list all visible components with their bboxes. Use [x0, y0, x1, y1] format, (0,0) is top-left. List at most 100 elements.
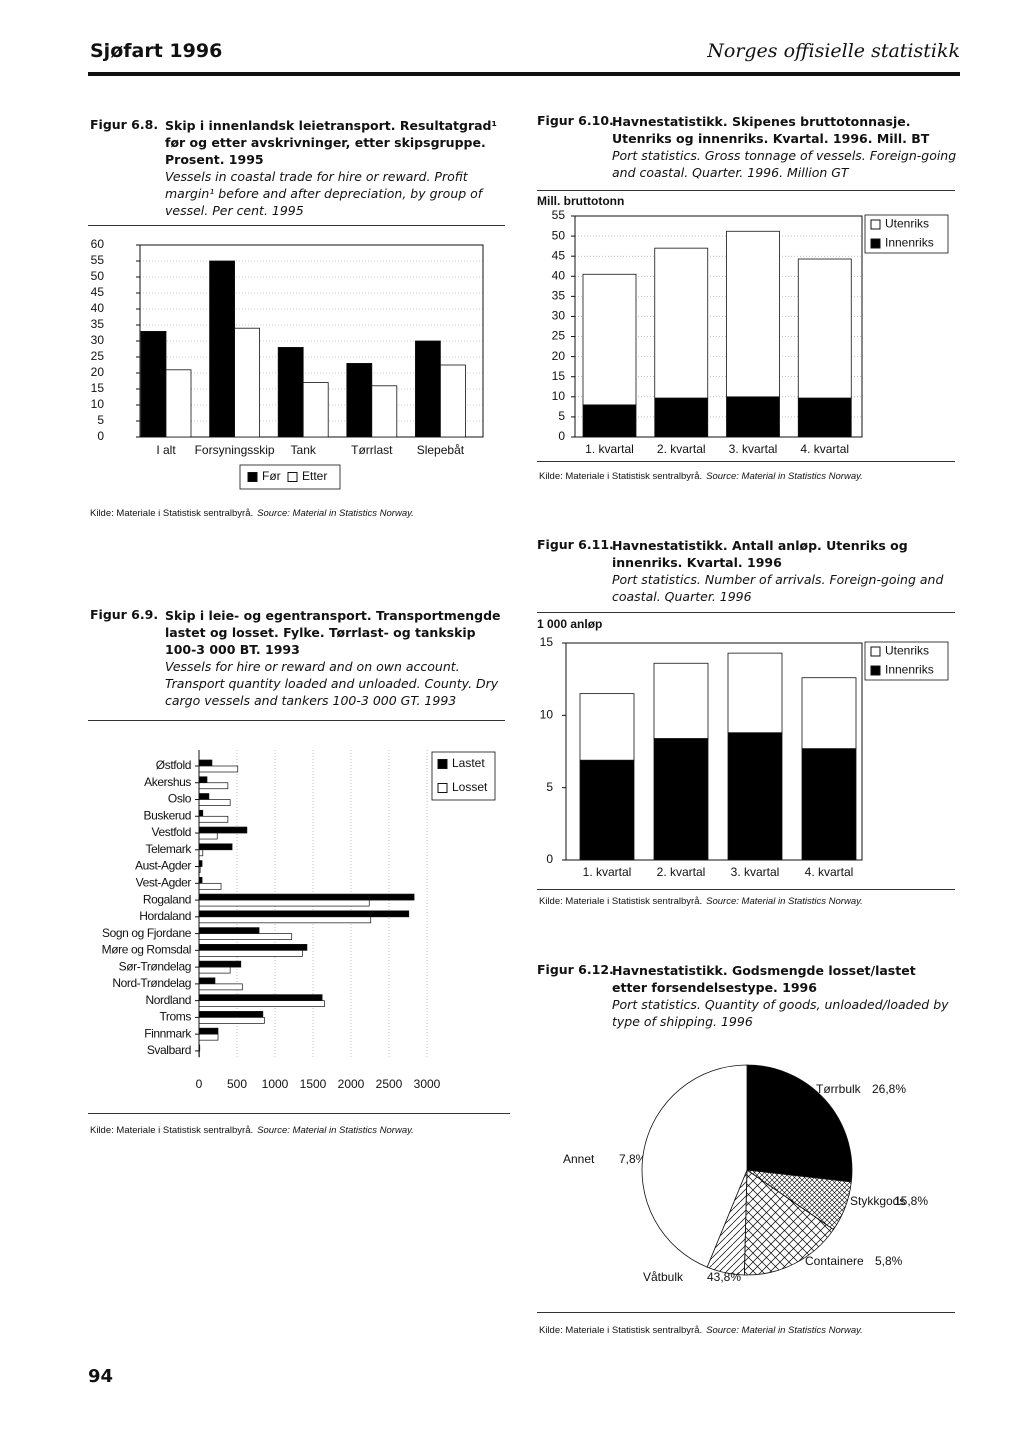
- legend-label: Utenriks: [885, 644, 929, 658]
- bar: [198, 759, 213, 767]
- figure-number: Figur 6.10.: [537, 113, 614, 128]
- slice-value: 5,8%: [875, 1254, 903, 1268]
- bar: [198, 977, 216, 985]
- bar-segment: [727, 732, 783, 861]
- bar: [198, 994, 323, 1001]
- header-rule: [88, 72, 960, 76]
- bar: [198, 843, 233, 851]
- legend-label: Innenriks: [885, 663, 934, 677]
- bar: [198, 815, 229, 823]
- figure-title: Skip i innenlandsk leietransport. Result…: [165, 118, 497, 167]
- figure-subtitle: Port statistics. Gross tonnage of vessel…: [612, 148, 957, 180]
- bar: [198, 966, 231, 974]
- x-tick-label: 2500: [376, 1077, 403, 1091]
- y-tick-label: Svalbard: [147, 1043, 191, 1057]
- bar: [198, 927, 260, 934]
- y-tick-label: 15: [540, 635, 554, 649]
- pie-slice: [746, 1064, 853, 1183]
- y-tick-label: 40: [552, 268, 566, 282]
- bar-segment: [654, 247, 709, 399]
- bar: [302, 382, 329, 438]
- y-tick-label: Akershus: [144, 775, 191, 789]
- figure-number: Figur 6.9.: [90, 607, 159, 622]
- x-tick-label: Forsyningsskip: [195, 443, 275, 457]
- chart: 0 5 10 15 20 25 30 35 40 45 50 55 60 I alt Forsyningss…: [91, 237, 484, 490]
- rule: [88, 1113, 510, 1114]
- bar-segment: [653, 738, 709, 861]
- legend-swatch: [870, 219, 881, 230]
- x-tick-label: 500: [227, 1077, 247, 1091]
- y-tick-label: 15: [552, 369, 566, 383]
- y-tick-label: Sør-Trøndelag: [119, 959, 191, 973]
- bar: [371, 385, 398, 438]
- y-axis-label: Mill. bruttotonn: [537, 194, 624, 208]
- y-tick-label: Hordaland: [139, 909, 191, 923]
- source: Kilde: Materiale i Statistisk sentralbyr…: [539, 1325, 863, 1336]
- y-tick-label: 55: [91, 253, 105, 267]
- bar-segment: [582, 273, 637, 406]
- x-tick-label: 3. kvartal: [731, 865, 780, 879]
- figure-title: Skip i leie- og egentransport. Transport…: [165, 608, 501, 657]
- bar: [198, 809, 204, 817]
- figure-number: Figur 6.12.: [537, 962, 614, 977]
- slice-value: 43,8%: [707, 1270, 741, 1284]
- legend-label: Lastet: [452, 756, 485, 770]
- y-tick-label: Aust-Agder: [135, 859, 191, 873]
- figure-title: Havnestatistikk. Skipenes bruttotonnasje…: [612, 114, 930, 146]
- x-tick-label: 2. kvartal: [657, 865, 706, 879]
- bar: [198, 1027, 219, 1035]
- source-text: Kilde: Materiale i Statistisk sentralbyr…: [90, 1125, 254, 1136]
- slice-value: 7,8%: [619, 1152, 647, 1166]
- x-tick-label: 0: [196, 1077, 203, 1091]
- y-tick-label: Finnmark: [144, 1026, 192, 1040]
- bar: [198, 1011, 264, 1018]
- bar: [198, 899, 370, 907]
- legend-swatch: [437, 783, 448, 793]
- y-tick-label: 0: [558, 429, 565, 443]
- slice-label: Stykkgods: [850, 1194, 905, 1208]
- rule: [537, 1312, 955, 1313]
- bar: [414, 340, 441, 438]
- y-tick-label: 15: [91, 381, 105, 395]
- x-tick-label: 3000: [414, 1077, 441, 1091]
- x-tick-label: 1500: [300, 1077, 327, 1091]
- rule: [88, 225, 505, 226]
- source-text: Kilde: Materiale i Statistisk sentralbyr…: [90, 508, 254, 519]
- header-right: Norges offisielle statistikk: [707, 40, 960, 62]
- source: Kilde: Materiale i Statistisk sentralbyr…: [90, 508, 414, 519]
- y-axis-label: 1 000 anløp: [537, 617, 602, 631]
- bar-segment: [801, 677, 857, 750]
- source-text: Kilde: Materiale i Statistisk sentralbyr…: [539, 896, 703, 907]
- legend-label: Før: [262, 469, 281, 483]
- source-text: Kilde: Materiale i Statistisk sentralbyr…: [539, 1325, 703, 1336]
- bar: [165, 369, 192, 438]
- y-tick-label: 10: [91, 397, 105, 411]
- legend-label: Losset: [452, 780, 488, 794]
- x-tick-label: Slepebåt: [417, 443, 465, 457]
- plot-frame: [565, 642, 863, 861]
- bar-segment: [801, 748, 857, 861]
- source-text: Kilde: Materiale i Statistisk sentralbyr…: [539, 471, 703, 482]
- y-tick-label: 30: [552, 309, 566, 323]
- source-text-en: Source: Material in Statistics Norway.: [257, 508, 414, 519]
- bar: [198, 960, 242, 968]
- x-tick-label: 4. kvartal: [800, 442, 849, 456]
- y-tick-label: 0: [546, 852, 553, 866]
- source: Kilde: Materiale i Statistisk sentralbyr…: [90, 1125, 414, 1136]
- bar-segment: [653, 662, 709, 739]
- source-text-en: Source: Material in Statistics Norway.: [257, 1125, 414, 1136]
- rule: [537, 889, 955, 890]
- x-tick-label: 2. kvartal: [657, 442, 706, 456]
- x-tick-label: Tørrlast: [351, 443, 393, 457]
- bar: [198, 1017, 265, 1024]
- bar-segment: [579, 759, 635, 861]
- figure-subtitle: Vessels in coastal trade for hire or rew…: [165, 169, 483, 218]
- y-tick-label: Vestfold: [152, 825, 192, 839]
- bar: [277, 347, 304, 438]
- bar-segment: [797, 258, 852, 399]
- bar: [439, 364, 466, 438]
- bar: [198, 793, 210, 800]
